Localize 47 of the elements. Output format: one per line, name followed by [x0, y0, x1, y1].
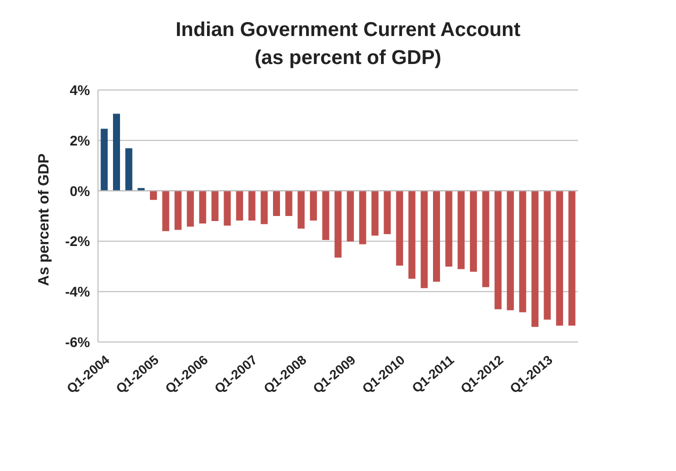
bar — [371, 190, 378, 236]
chart-title: Indian Government Current Account — [174, 18, 522, 43]
bar — [445, 190, 452, 267]
bar — [556, 190, 564, 326]
chart-subtitle: (as percent of GDP) — [254, 46, 442, 71]
bar — [433, 190, 440, 282]
bar — [506, 190, 514, 310]
bar — [396, 190, 404, 266]
y-tick-label: 2% — [70, 132, 91, 148]
y-tick-label: -4% — [65, 284, 91, 300]
y-tick-label: -6% — [65, 334, 91, 350]
bar — [408, 190, 416, 279]
bar — [260, 190, 268, 224]
bar — [384, 190, 391, 234]
bar — [310, 190, 317, 221]
bar — [359, 190, 366, 244]
bar — [248, 190, 256, 221]
bar — [113, 114, 120, 191]
bar — [544, 190, 551, 320]
bar — [482, 190, 490, 288]
bar — [346, 190, 354, 242]
bar — [298, 190, 305, 229]
bar — [211, 190, 218, 222]
bar — [494, 190, 502, 310]
bar — [138, 188, 145, 191]
bar — [568, 190, 576, 326]
bar — [100, 128, 108, 191]
bar — [420, 190, 428, 288]
bar — [162, 190, 170, 232]
bar — [273, 190, 280, 216]
bar — [236, 190, 244, 221]
bar — [150, 190, 157, 200]
bar — [199, 190, 206, 224]
bar — [519, 190, 526, 312]
y-tick-label: -2% — [65, 233, 91, 250]
bar — [224, 190, 231, 226]
bar — [458, 190, 465, 270]
bar — [285, 190, 292, 216]
bar — [470, 190, 477, 272]
bar — [174, 190, 182, 230]
bar — [125, 148, 132, 191]
bar — [334, 190, 342, 258]
y-tick-label: 4% — [70, 82, 91, 98]
y-tick-label: 0% — [70, 182, 91, 199]
bar — [186, 190, 194, 227]
bar — [322, 190, 330, 240]
bar — [531, 190, 538, 327]
